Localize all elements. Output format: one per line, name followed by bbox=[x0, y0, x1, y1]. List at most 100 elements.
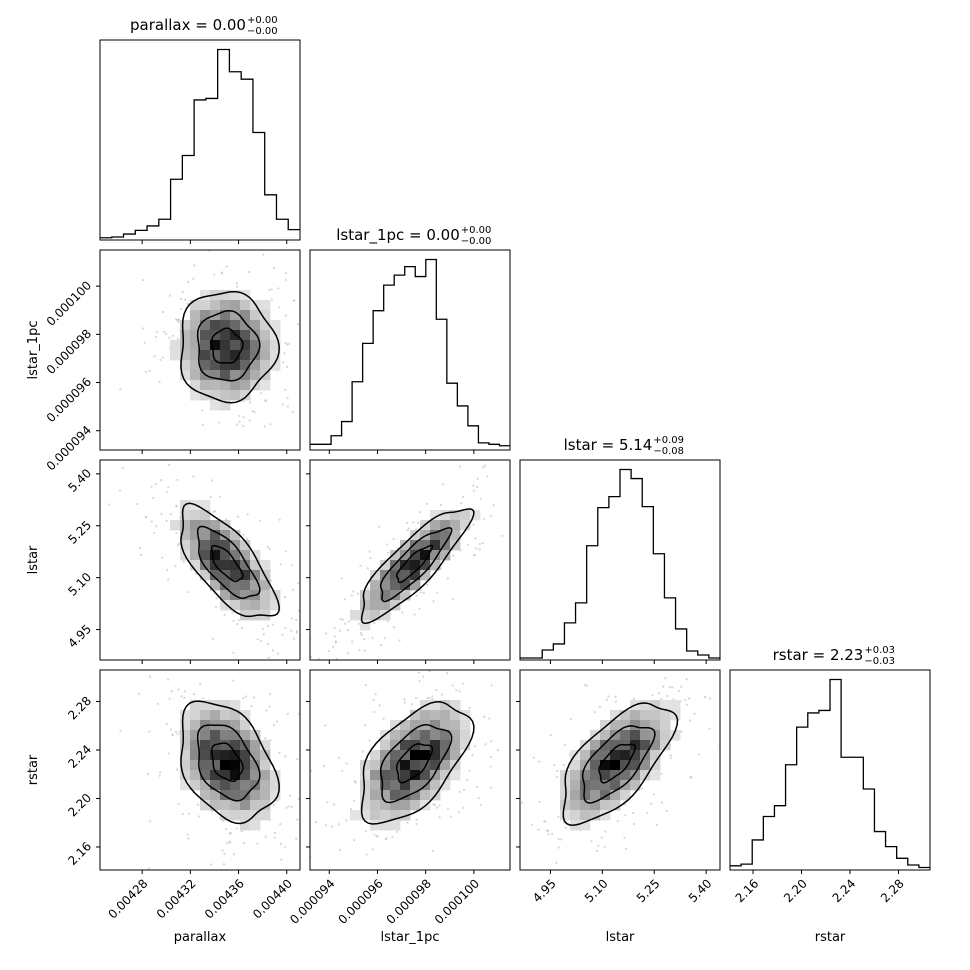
density-cell bbox=[390, 770, 401, 781]
density-cell bbox=[240, 560, 251, 571]
histogram-bar bbox=[253, 133, 265, 240]
density-cell bbox=[400, 790, 411, 801]
sample-point bbox=[345, 762, 348, 765]
sample-point bbox=[503, 819, 505, 821]
sample-point bbox=[466, 543, 470, 546]
sample-point bbox=[553, 763, 556, 767]
sample-point bbox=[353, 780, 356, 783]
density-cell bbox=[430, 550, 441, 561]
density-cell bbox=[620, 750, 631, 761]
sample-point bbox=[152, 496, 155, 500]
density-cell bbox=[210, 390, 221, 401]
density-cell bbox=[180, 360, 191, 371]
sample-point bbox=[384, 837, 388, 841]
sample-point bbox=[291, 588, 295, 591]
sample-point bbox=[349, 807, 352, 811]
sample-point bbox=[166, 568, 169, 572]
sample-point bbox=[329, 684, 331, 686]
sample-point bbox=[355, 671, 357, 673]
density-cell bbox=[240, 760, 251, 771]
sample-point bbox=[371, 848, 374, 851]
sample-point bbox=[279, 842, 283, 845]
sample-point bbox=[278, 751, 281, 754]
density-cell bbox=[260, 740, 271, 751]
density-cell bbox=[200, 550, 211, 561]
panel-title-upper-error: +0.09 bbox=[653, 435, 684, 446]
density-cell bbox=[220, 710, 231, 721]
density-cell bbox=[240, 340, 251, 351]
density-cell bbox=[190, 730, 201, 741]
density-cell bbox=[200, 500, 211, 511]
sample-point bbox=[440, 693, 444, 696]
sample-point bbox=[728, 637, 730, 639]
density-cell bbox=[410, 540, 421, 551]
contour-line bbox=[210, 742, 244, 783]
sample-point bbox=[317, 697, 319, 699]
sample-point bbox=[597, 844, 600, 847]
sample-point bbox=[310, 769, 313, 772]
sample-point bbox=[417, 671, 420, 674]
sample-point bbox=[158, 774, 161, 777]
sample-point bbox=[380, 643, 383, 647]
sample-point bbox=[465, 779, 469, 782]
histogram-bar bbox=[265, 195, 277, 240]
sample-point bbox=[432, 600, 435, 603]
sample-point bbox=[358, 622, 361, 625]
sample-point bbox=[220, 271, 224, 274]
sample-point bbox=[486, 475, 489, 478]
sample-point bbox=[406, 821, 409, 824]
density-cell bbox=[450, 710, 461, 721]
sample-point bbox=[433, 661, 435, 663]
density-cell bbox=[400, 810, 411, 821]
density-cell bbox=[230, 300, 241, 311]
sample-point bbox=[324, 632, 328, 635]
histogram-parallax: parallax = 0.00 +0.00−0.00 bbox=[99, 15, 301, 241]
density-cell bbox=[190, 320, 201, 331]
density-cell bbox=[180, 780, 191, 791]
sample-point bbox=[708, 727, 711, 730]
sample-point bbox=[462, 806, 465, 809]
histogram-bar bbox=[147, 226, 159, 240]
density-cell bbox=[400, 730, 411, 741]
histogram-bar bbox=[447, 383, 458, 450]
sample-point bbox=[462, 682, 465, 685]
sample-point bbox=[261, 663, 263, 665]
density-cell bbox=[200, 780, 211, 791]
sample-point bbox=[489, 765, 492, 768]
sample-point bbox=[593, 710, 596, 714]
sample-point bbox=[214, 605, 218, 609]
sample-point bbox=[616, 820, 619, 823]
x-tick-label: 0.00428 bbox=[106, 876, 151, 921]
sample-point bbox=[472, 489, 475, 492]
sample-point bbox=[484, 743, 487, 746]
sample-point bbox=[607, 695, 610, 698]
sample-point bbox=[273, 836, 276, 839]
sample-point bbox=[195, 572, 198, 575]
density-cell bbox=[180, 350, 191, 361]
sample-point bbox=[364, 724, 367, 727]
sample-point bbox=[353, 839, 356, 842]
histogram-bar bbox=[171, 179, 183, 240]
density-cell bbox=[400, 800, 411, 811]
sample-point bbox=[267, 656, 270, 659]
sample-point bbox=[260, 392, 263, 395]
sample-point bbox=[199, 682, 202, 685]
sample-point bbox=[305, 670, 307, 672]
density-cell bbox=[270, 780, 281, 791]
density-cell bbox=[380, 610, 391, 621]
sample-point bbox=[364, 830, 367, 833]
density-cell bbox=[180, 340, 191, 351]
density-cell bbox=[580, 800, 591, 811]
sample-point bbox=[229, 243, 231, 245]
contour-line bbox=[562, 702, 679, 826]
sample-point bbox=[557, 846, 561, 849]
density-cell bbox=[570, 780, 581, 791]
panel-title-lower-error: −0.08 bbox=[653, 446, 684, 457]
y-tick-label: 5.10 bbox=[65, 570, 94, 599]
sample-point bbox=[139, 553, 143, 557]
sample-point bbox=[295, 630, 299, 633]
density-cell bbox=[390, 750, 401, 761]
sample-point bbox=[461, 495, 465, 498]
density-cell bbox=[230, 340, 241, 351]
histogram-bar bbox=[394, 275, 405, 450]
